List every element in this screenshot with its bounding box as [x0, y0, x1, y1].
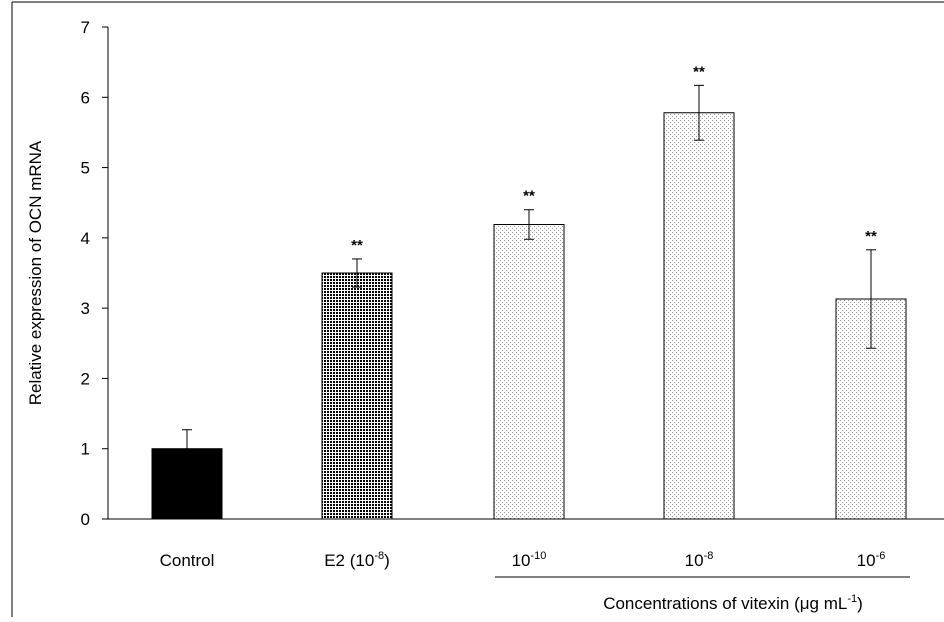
y-axis-label: Relative expression of OCN mRNA [26, 140, 45, 405]
x-tick-label: E2 (10-8) [324, 550, 390, 570]
x-tick-labels: Control E2 (10-8) 10-10 10-8 10-6 [160, 550, 886, 570]
x-tick-label: 10-8 [685, 550, 714, 570]
x-tick-label: Control [160, 551, 215, 570]
bar [321, 272, 393, 520]
y-tick-label: 4 [81, 229, 90, 248]
x-tick-label-tail: ) [384, 551, 390, 570]
bars: ** ** ** ** [151, 63, 907, 520]
y-tick-label: 2 [81, 369, 90, 388]
bar [493, 224, 565, 520]
x-tick-label: 10-10 [512, 550, 547, 570]
significance-label: ** [351, 237, 363, 254]
x-tick-label: 10-6 [857, 550, 886, 570]
x-axis-label-close: ) [857, 594, 863, 613]
y-ticks: 0 1 2 3 4 5 6 7 [81, 18, 108, 529]
bar [151, 448, 223, 520]
significance-label: ** [865, 228, 877, 245]
x-tick-label-base: E2 (10 [324, 551, 374, 570]
y-tick-label: 1 [81, 440, 90, 459]
bar [663, 112, 735, 520]
x-tick-label-sup: -8 [374, 550, 384, 562]
y-tick-label: 6 [81, 88, 90, 107]
x-axis-label: Concentrations of vitexin (μg mL-1) [603, 593, 863, 613]
significance-label: ** [693, 63, 705, 80]
x-tick-label-base: 10 [857, 551, 876, 570]
x-tick-label-sup: -8 [704, 550, 714, 562]
significance-label: ** [523, 188, 535, 205]
y-tick-label: 0 [81, 510, 90, 529]
y-tick-label: 5 [81, 159, 90, 178]
x-tick-label-base: 10 [512, 551, 531, 570]
x-tick-label-base: 10 [685, 551, 704, 570]
x-axis-label-text: Concentrations of vitexin (μg mL [603, 594, 847, 613]
x-tick-label-sup: -6 [876, 550, 886, 562]
x-tick-label-base: Control [160, 551, 215, 570]
y-tick-label: 7 [81, 18, 90, 37]
x-axis-label-sup: -1 [847, 593, 857, 605]
y-tick-label: 3 [81, 299, 90, 318]
x-tick-label-sup: -10 [531, 550, 547, 562]
